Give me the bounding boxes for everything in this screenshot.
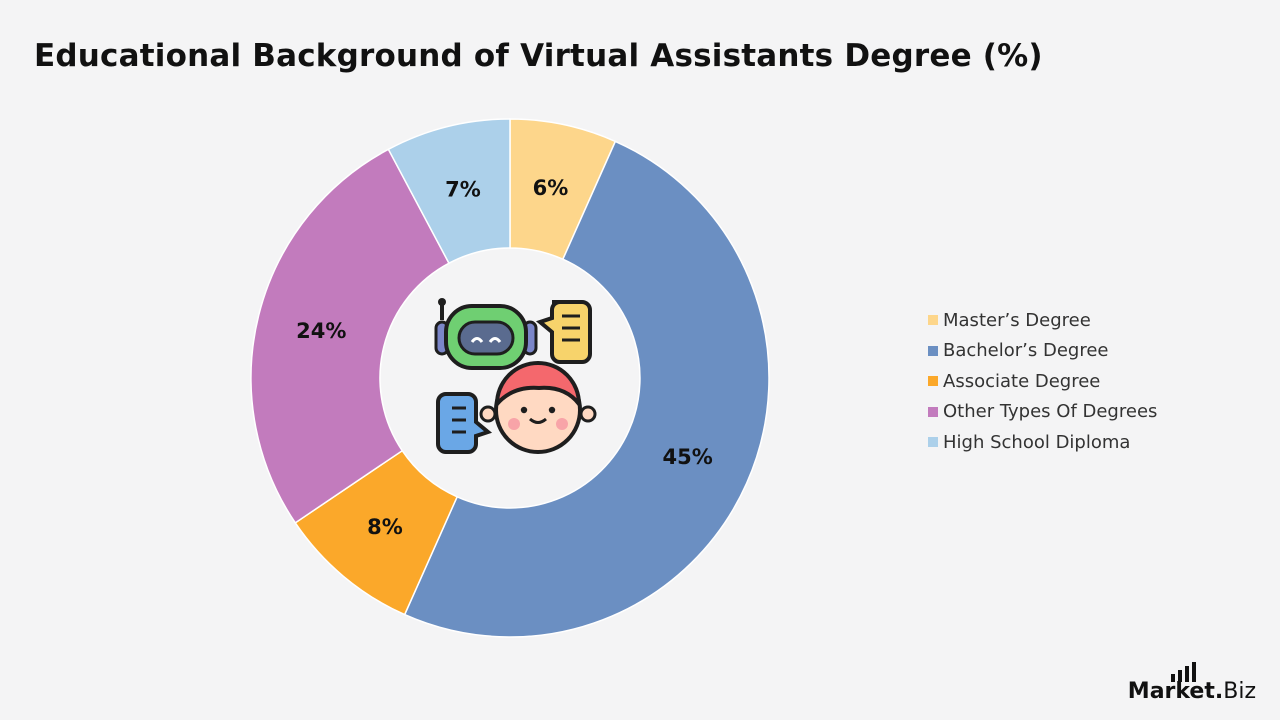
brand-dot: . — [1214, 679, 1224, 704]
legend-item: High School Diploma — [928, 427, 1157, 458]
legend-swatch — [928, 437, 938, 448]
slice-label: 7% — [445, 177, 481, 201]
legend-swatch — [928, 345, 938, 356]
donut-slice — [387, 118, 511, 265]
donut-slice — [250, 148, 450, 524]
brand-name-light: Biz — [1223, 679, 1256, 704]
slice-label: 8% — [367, 515, 403, 539]
legend-item: Other Types Of Degrees — [928, 397, 1157, 428]
slice-label: 6% — [533, 176, 569, 200]
legend-label: Associate Degree — [943, 370, 1101, 392]
brand-logo: Market . Biz — [1127, 662, 1256, 704]
robot-and-person-chat-icon — [434, 298, 597, 454]
legend-label: Master’s Degree — [943, 309, 1091, 331]
legend-swatch — [928, 406, 938, 417]
legend-label: Bachelor’s Degree — [943, 340, 1109, 362]
brand-name-bold: Market — [1127, 679, 1215, 704]
chart-legend: Master’s Degree Bachelor’s Degree Associat… — [928, 305, 1157, 458]
donut-slice — [403, 140, 770, 638]
legend-item: Master’s Degree — [928, 305, 1157, 336]
legend-swatch — [928, 315, 938, 326]
legend-swatch — [928, 376, 938, 387]
legend-label: Other Types Of Degrees — [943, 401, 1158, 423]
legend-label: High School Diploma — [943, 431, 1131, 453]
slice-label: 45% — [663, 445, 713, 469]
legend-item: Bachelor’s Degree — [928, 336, 1157, 367]
chart-title: Educational Background of Virtual Assist… — [34, 38, 1043, 74]
legend-item: Associate Degree — [928, 366, 1157, 397]
slice-label: 24% — [296, 319, 346, 343]
